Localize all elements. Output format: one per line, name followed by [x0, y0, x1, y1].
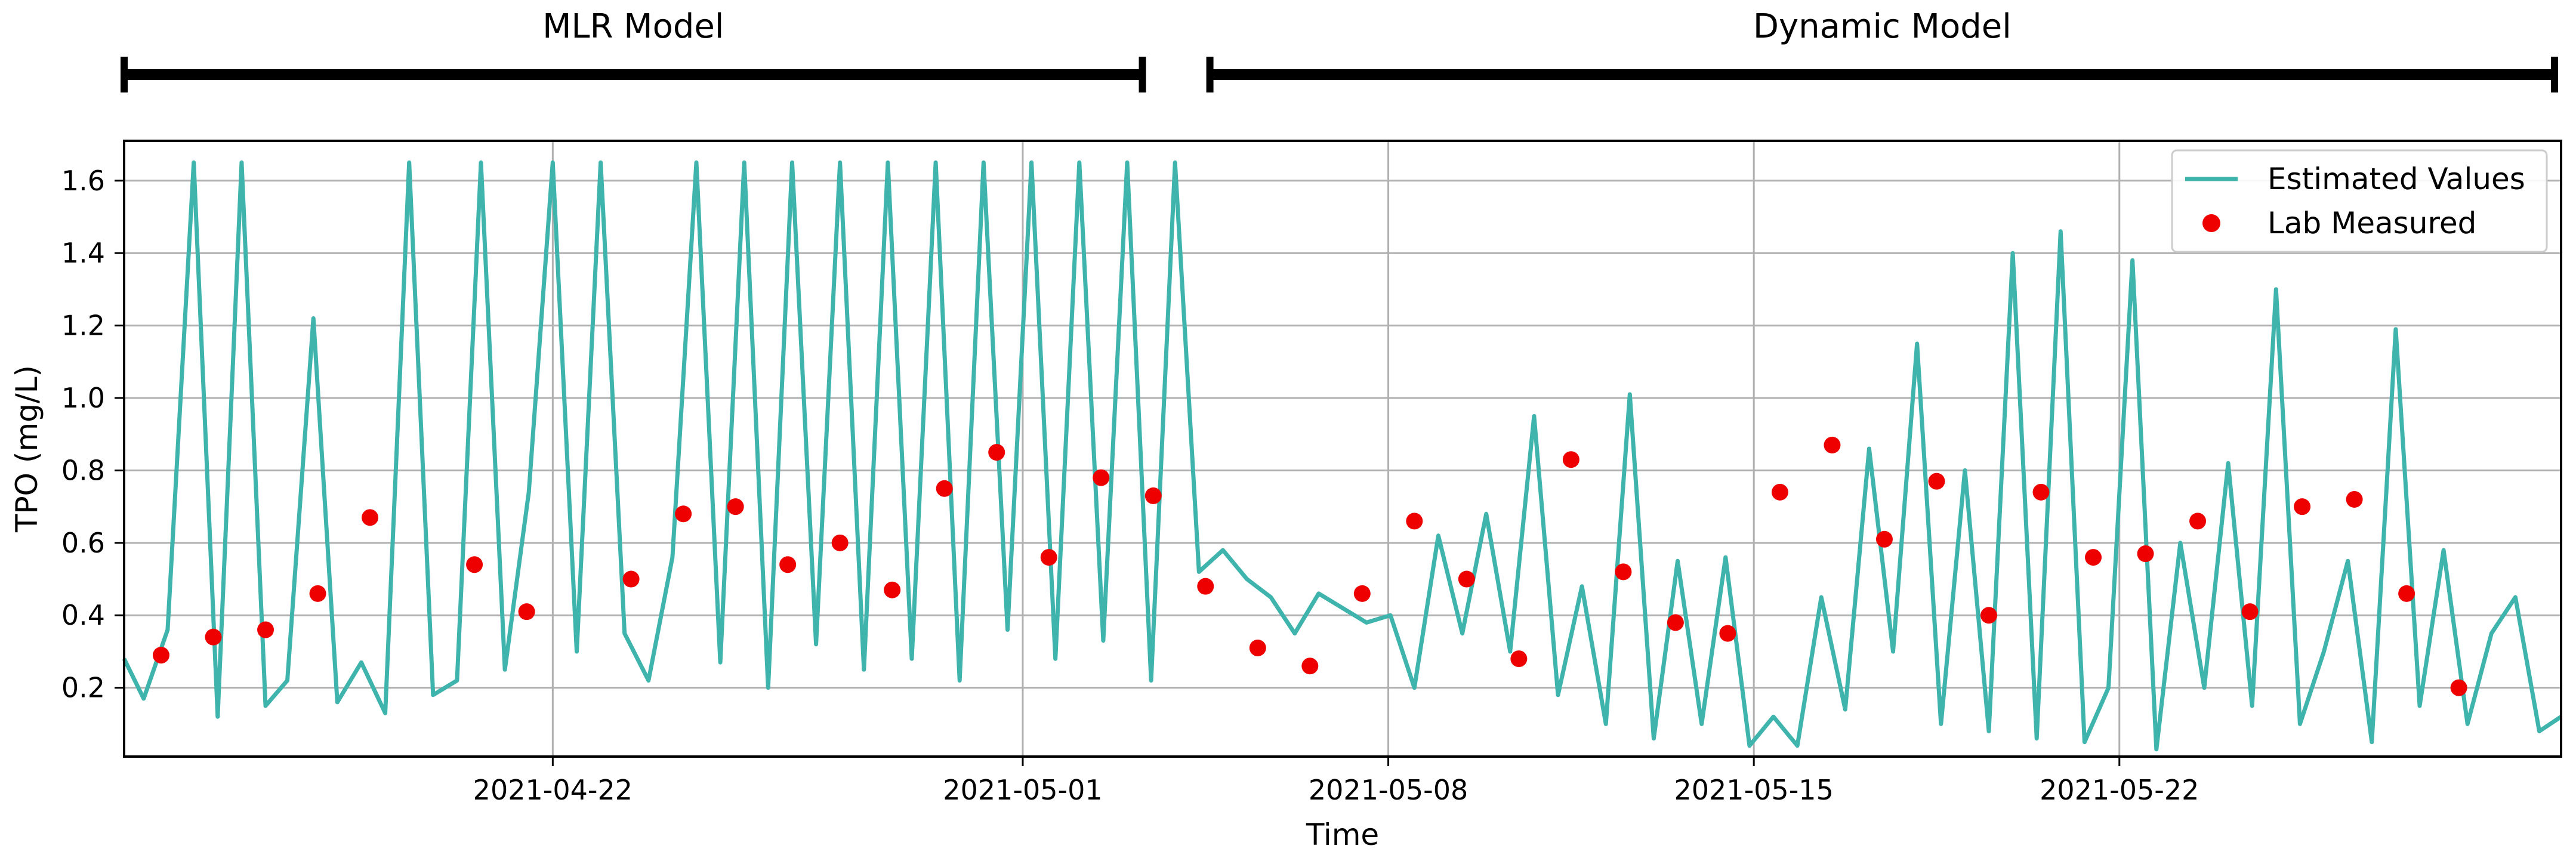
mlr-model-label: MLR Model	[542, 7, 724, 46]
lab-measured-point	[622, 570, 640, 588]
lab-measured-point	[2346, 490, 2363, 508]
lab-measured-point	[2398, 585, 2415, 602]
y-tick-label: 1.2	[61, 310, 105, 342]
estimated-values-line	[122, 160, 2562, 752]
y-axis-title: TPO (mg/L)	[10, 365, 44, 533]
lab-measured-point	[1249, 639, 1266, 656]
lab-measured-point	[1301, 658, 1319, 675]
lab-measured-point	[1719, 625, 1736, 642]
x-axis-title: Time	[1306, 817, 1379, 852]
lab-measured-point	[988, 444, 1005, 461]
lab-measured-point	[362, 509, 379, 526]
lab-measured-point	[2450, 679, 2467, 696]
lab-measured-point	[1771, 483, 1788, 501]
lab-measured-point	[2137, 545, 2154, 563]
lab-measured-point	[1875, 530, 1893, 548]
lab-measured-point	[1928, 473, 1945, 490]
y-axis-ticks: 0.2 0.4 0.6 0.8 1.0 1.2 1.4 1.6	[61, 165, 124, 704]
lab-measured-point	[831, 534, 849, 551]
lab-measured-point	[727, 498, 744, 516]
lab-measured-point	[1615, 563, 1632, 581]
y-tick-label: 1.0	[61, 382, 105, 414]
x-tick-label: 2021-05-08	[1309, 774, 1468, 806]
lab-measured-point	[2189, 513, 2207, 530]
lab-markers-layer	[152, 436, 2467, 696]
lab-measured-point	[2085, 549, 2102, 566]
y-tick-label: 0.6	[61, 527, 105, 559]
lab-measured-point	[309, 585, 326, 602]
legend: Estimated Values Lab Measured	[2171, 149, 2548, 253]
dynamic-model-label: Dynamic Model	[1753, 7, 2012, 46]
lab-measured-point	[1980, 607, 1997, 624]
lab-measured-point	[1667, 614, 1684, 631]
series-layer	[122, 160, 2562, 752]
lab-measured-point	[205, 628, 222, 646]
legend-label-lab: Lab Measured	[2268, 206, 2476, 240]
lab-measured-point	[152, 647, 169, 664]
x-tick-label: 2021-04-22	[473, 774, 633, 806]
lab-measured-point	[1197, 578, 1214, 595]
lab-measured-point	[1144, 487, 1162, 504]
y-tick-label: 0.8	[61, 454, 105, 486]
lab-measured-point	[779, 556, 797, 573]
lab-measured-point	[1093, 469, 1110, 486]
x-tick-label: 2021-05-22	[2040, 774, 2199, 806]
lab-measured-point	[1040, 549, 1057, 566]
lab-measured-point	[1562, 451, 1579, 468]
lab-measured-point	[1510, 650, 1528, 668]
lab-measured-point	[1353, 585, 1371, 602]
lab-measured-point	[884, 581, 901, 598]
legend-box	[2171, 149, 2548, 253]
lab-measured-point	[257, 621, 274, 638]
lab-measured-point	[466, 556, 483, 573]
lab-measured-point	[936, 480, 953, 497]
lab-measured-point	[2032, 483, 2050, 501]
lab-measured-point	[675, 505, 692, 523]
plot-frame	[123, 140, 2562, 758]
lab-measured-point	[1406, 513, 1423, 530]
lab-measured-point	[518, 603, 535, 621]
legend-label-estimated: Estimated Values	[2268, 162, 2525, 196]
lab-measured-point	[2294, 498, 2311, 516]
x-tick-label: 2021-05-15	[1674, 774, 1834, 806]
y-tick-label: 1.6	[61, 165, 105, 197]
lab-measured-point	[1458, 570, 1475, 588]
lab-measured-point	[2241, 603, 2259, 621]
y-tick-label: 0.4	[61, 599, 105, 631]
x-axis-ticks: 2021-04-22 2021-05-01 2021-05-08 2021-05-15…	[473, 757, 2199, 806]
y-tick-label: 1.4	[61, 237, 105, 269]
model-period-bars: MLR Model Dynamic Model	[121, 7, 2559, 92]
x-tick-label: 2021-05-01	[943, 774, 1102, 806]
lab-measured-point	[1824, 436, 1841, 453]
y-tick-label: 0.2	[61, 672, 105, 704]
legend-marker-swatch	[2202, 214, 2220, 232]
